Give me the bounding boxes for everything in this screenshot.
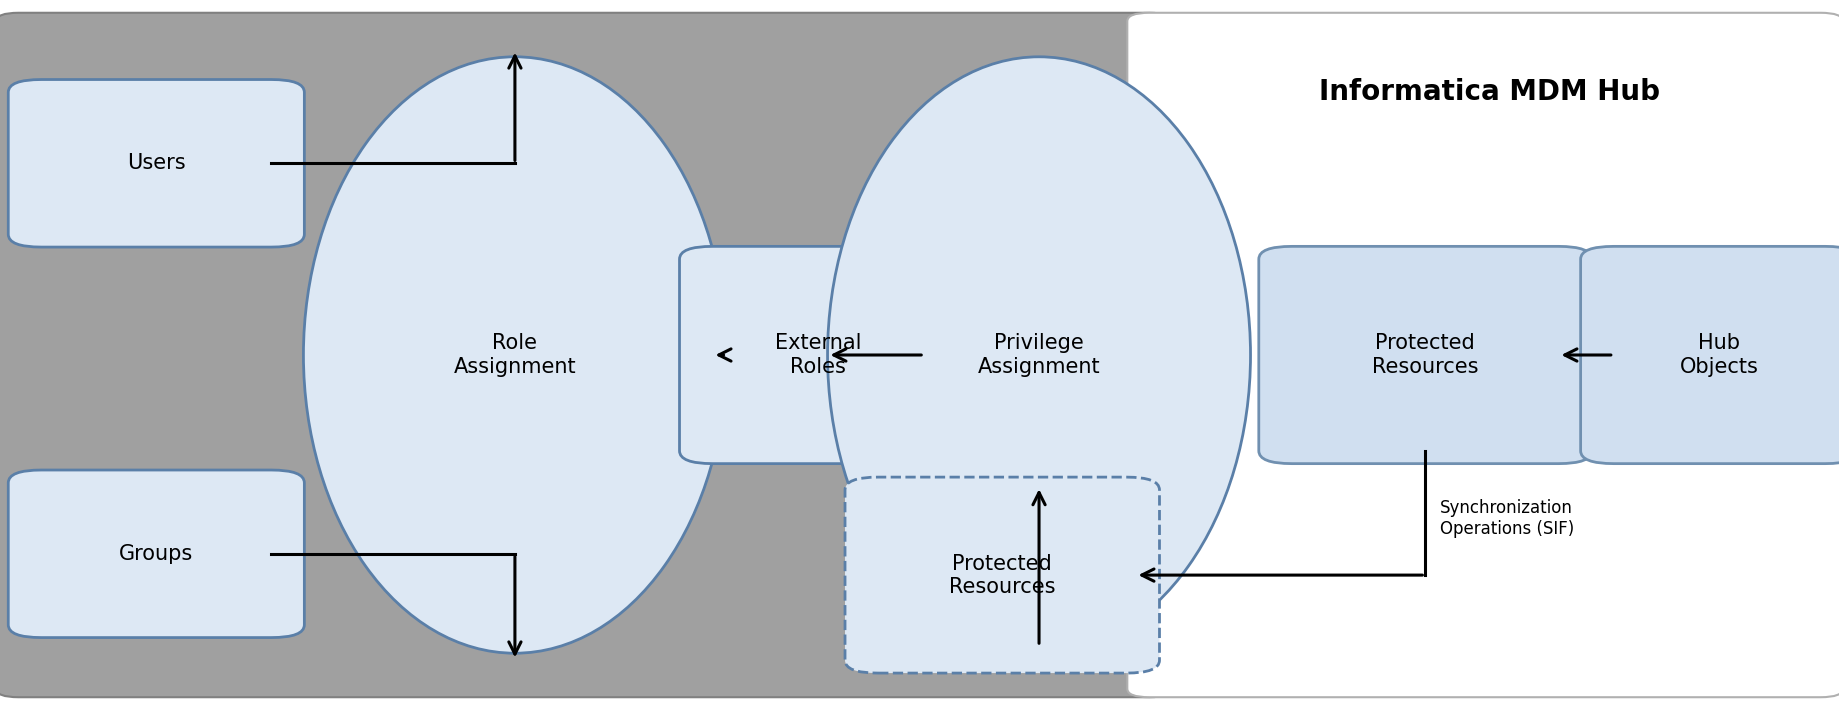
Ellipse shape	[828, 57, 1251, 653]
FancyBboxPatch shape	[9, 470, 305, 638]
FancyBboxPatch shape	[1127, 13, 1839, 697]
Text: Users: Users	[127, 153, 186, 173]
FancyBboxPatch shape	[1258, 246, 1591, 464]
Ellipse shape	[303, 57, 726, 653]
FancyBboxPatch shape	[9, 80, 305, 247]
Text: Role
Assignment: Role Assignment	[454, 334, 576, 376]
FancyBboxPatch shape	[846, 477, 1160, 673]
FancyBboxPatch shape	[0, 13, 1171, 697]
Text: Protected
Resources: Protected Resources	[1372, 334, 1479, 376]
FancyBboxPatch shape	[1580, 246, 1839, 464]
Text: Groups: Groups	[120, 544, 193, 564]
Text: Hub
Objects: Hub Objects	[1681, 334, 1758, 376]
Text: Protected
Resources: Protected Resources	[949, 554, 1056, 596]
Text: External
Roles: External Roles	[774, 334, 862, 376]
Text: Synchronization
Operations (SIF): Synchronization Operations (SIF)	[1440, 499, 1574, 537]
Text: Privilege
Assignment: Privilege Assignment	[978, 334, 1100, 376]
FancyBboxPatch shape	[679, 246, 956, 464]
Text: Informatica MDM Hub: Informatica MDM Hub	[1319, 78, 1661, 106]
